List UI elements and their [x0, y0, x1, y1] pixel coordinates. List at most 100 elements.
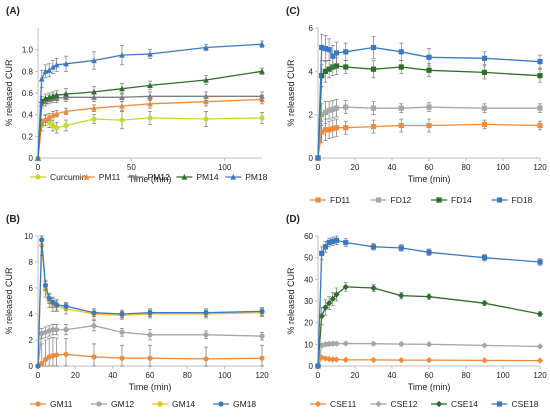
- data-point: [63, 122, 69, 129]
- data-point: [370, 44, 377, 51]
- legend-label: CSE12: [391, 399, 418, 409]
- data-point: [203, 116, 209, 122]
- data-point: [319, 112, 325, 118]
- data-point: [325, 299, 333, 307]
- data-point: [203, 310, 209, 316]
- legend-swatch-marker: [315, 197, 321, 203]
- series-cse14: [314, 282, 544, 370]
- data-point: [333, 291, 340, 298]
- data-point: [398, 49, 404, 55]
- y-tick-label: 2: [29, 336, 34, 345]
- data-point: [322, 109, 328, 116]
- legend-item: PM12: [127, 172, 170, 182]
- legend-item: PM14: [176, 172, 219, 182]
- data-point: [326, 47, 332, 53]
- x-tick-label: 40: [108, 371, 117, 380]
- y-tick-label: 10: [24, 232, 33, 241]
- data-point: [342, 283, 349, 291]
- legend-item: FD18: [491, 195, 533, 205]
- series-fd11: [315, 118, 543, 161]
- data-point: [426, 122, 432, 129]
- data-point: [481, 342, 488, 349]
- data-point: [42, 356, 49, 363]
- x-tick-label: 100: [496, 163, 510, 172]
- data-point: [54, 125, 60, 131]
- legend-label: GM18: [233, 399, 256, 409]
- panel-label-a: (A): [6, 6, 20, 17]
- x-tick-label: 120: [533, 371, 547, 380]
- y-axis-title: % released CUR: [4, 267, 14, 335]
- legend-item: GM18: [213, 399, 256, 409]
- data-point: [343, 104, 349, 110]
- data-point: [63, 91, 69, 97]
- y-axis-title: % released CUR: [286, 59, 296, 127]
- panel-label-d: (D): [286, 214, 300, 225]
- data-point: [54, 302, 60, 308]
- x-tick-label: 80: [183, 371, 192, 380]
- data-point: [329, 295, 336, 303]
- y-tick-label: 0: [309, 154, 314, 163]
- data-point: [42, 116, 49, 122]
- data-point: [35, 155, 41, 161]
- data-point: [147, 100, 153, 107]
- legend-swatch-marker: [435, 400, 443, 408]
- y-tick-label: 60: [304, 232, 313, 241]
- legend-item: FD12: [370, 195, 412, 205]
- legend-label: Curcumin: [50, 172, 87, 182]
- data-point: [119, 117, 125, 123]
- series-line: [317, 106, 540, 159]
- data-point: [38, 75, 45, 82]
- data-point: [53, 61, 60, 68]
- data-point: [119, 103, 125, 109]
- data-point: [322, 127, 328, 133]
- data-point: [333, 356, 340, 363]
- x-tick-label: 60: [425, 163, 434, 172]
- x-axis-title: Time (min): [129, 382, 172, 392]
- data-point: [203, 332, 209, 338]
- data-point: [319, 250, 325, 256]
- legend-label: PM18: [245, 172, 267, 182]
- y-tick-label: 2: [309, 111, 314, 120]
- x-tick-label: 120: [533, 163, 547, 172]
- data-point: [322, 45, 328, 52]
- data-point: [343, 239, 349, 246]
- data-point: [91, 57, 97, 64]
- x-tick-label: 120: [255, 371, 269, 380]
- data-point: [481, 299, 488, 307]
- legend-swatch-marker: [436, 197, 442, 203]
- legend-swatch-marker: [35, 401, 41, 407]
- series-line: [37, 239, 263, 367]
- data-point: [91, 310, 97, 316]
- data-point: [333, 237, 340, 243]
- data-point: [259, 308, 265, 314]
- data-point: [333, 125, 340, 131]
- legend-swatch-marker: [83, 174, 90, 180]
- data-point: [54, 327, 60, 333]
- data-point: [322, 304, 329, 311]
- data-point: [398, 64, 404, 70]
- data-point: [91, 323, 97, 329]
- data-point: [322, 341, 329, 348]
- legend-label: PM12: [148, 172, 170, 182]
- legend-label: PM14: [196, 172, 218, 182]
- x-axis-title: Time (min): [408, 174, 451, 184]
- x-tick-label: 50: [127, 163, 136, 172]
- x-tick-label: 100: [218, 371, 232, 380]
- data-point: [203, 93, 209, 99]
- legend-swatch-marker: [132, 174, 139, 180]
- y-tick-label: 0: [309, 362, 314, 371]
- x-tick-label: 60: [425, 371, 434, 380]
- series-pm11: [35, 94, 265, 161]
- series-pm18: [35, 40, 265, 161]
- legend-label: GM14: [172, 399, 195, 409]
- data-point: [53, 92, 60, 98]
- series-cse12: [314, 340, 544, 370]
- y-tick-label: 4: [29, 310, 34, 319]
- legend-swatch-marker: [375, 400, 382, 408]
- data-point: [315, 363, 321, 369]
- data-point: [333, 50, 340, 56]
- legend-label: FD12: [391, 195, 412, 205]
- x-tick-label: 20: [351, 371, 360, 380]
- legend-item: Curcumin: [30, 172, 87, 182]
